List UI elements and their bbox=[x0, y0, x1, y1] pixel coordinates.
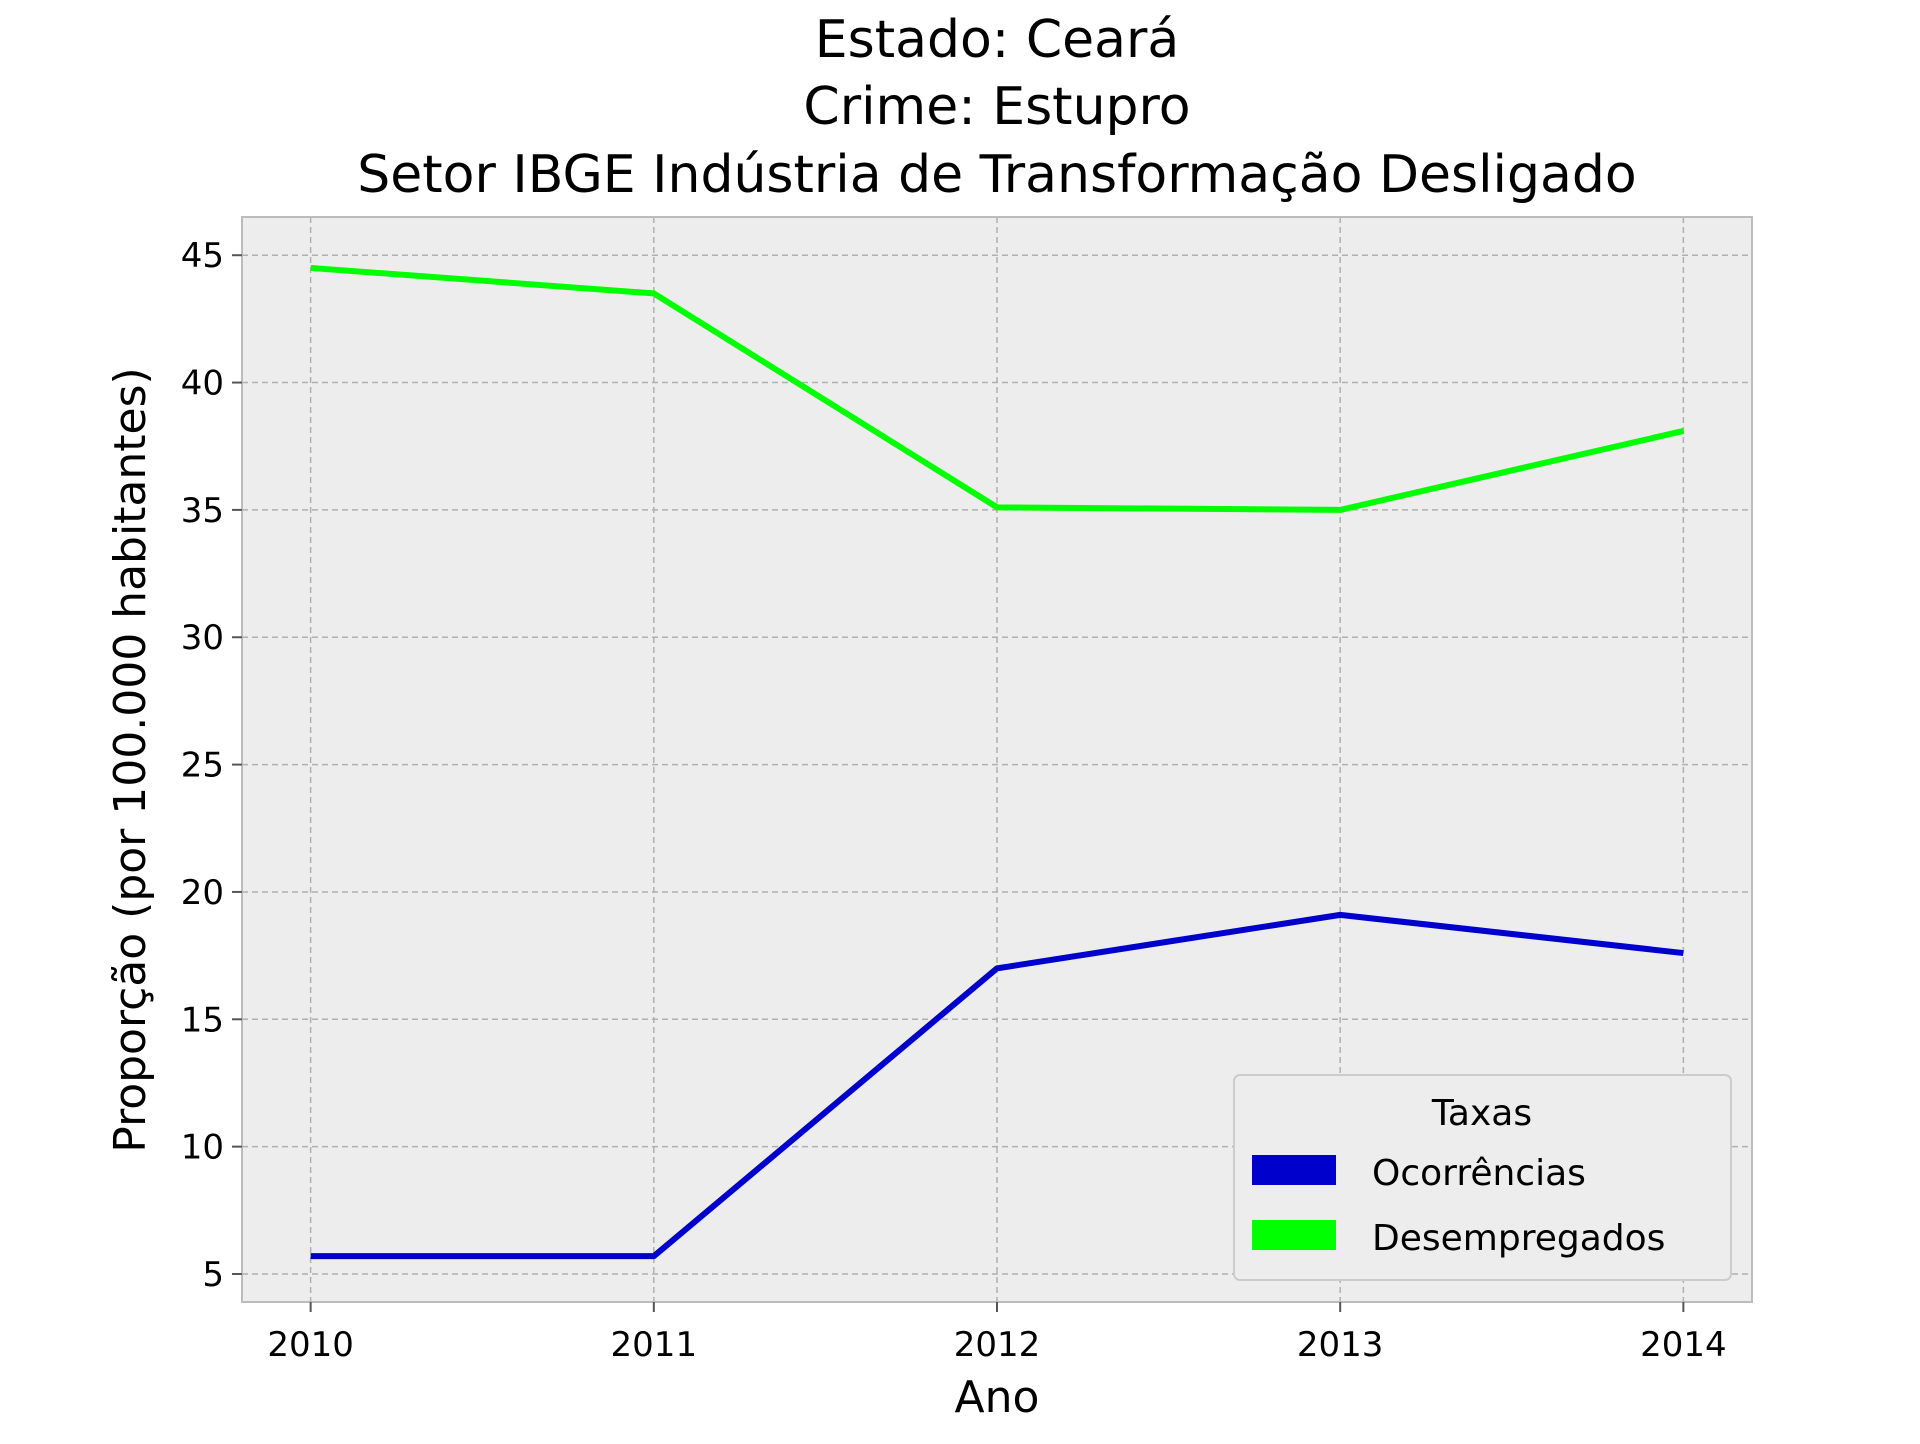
y-tick-label: 40 bbox=[181, 364, 224, 404]
y-tick-label: 10 bbox=[181, 1128, 224, 1168]
legend-title: Taxas bbox=[1431, 1093, 1532, 1134]
legend-swatch bbox=[1252, 1220, 1336, 1250]
legend-swatch bbox=[1252, 1155, 1336, 1185]
y-axis-label: Proporção (por 100.000 habitantes) bbox=[105, 367, 156, 1152]
y-tick-label: 45 bbox=[181, 236, 224, 276]
x-tick-label: 2014 bbox=[1640, 1325, 1727, 1365]
title-line-1: Estado: Ceará bbox=[815, 10, 1179, 70]
title-line-2: Crime: Estupro bbox=[803, 77, 1190, 137]
x-axis-ticks: 2010 2011 2012 2013 2014 bbox=[267, 1302, 1726, 1365]
x-tick-label: 2011 bbox=[611, 1325, 698, 1365]
x-tick-label: 2010 bbox=[267, 1325, 354, 1365]
x-axis-label: Ano bbox=[955, 1372, 1040, 1423]
x-tick-label: 2012 bbox=[954, 1325, 1041, 1365]
y-axis-ticks: 5 10 15 20 25 30 35 40 45 bbox=[181, 236, 242, 1295]
x-tick-label: 2013 bbox=[1297, 1325, 1384, 1365]
y-tick-label: 35 bbox=[181, 491, 224, 531]
y-tick-label: 5 bbox=[202, 1255, 224, 1295]
chart-title: Estado: Ceará Crime: Estupro Setor IBGE … bbox=[357, 10, 1636, 205]
y-tick-label: 20 bbox=[181, 873, 224, 913]
y-tick-label: 30 bbox=[181, 618, 224, 658]
y-tick-label: 25 bbox=[181, 746, 224, 786]
legend-label: Ocorrências bbox=[1372, 1153, 1586, 1194]
legend-label: Desempregados bbox=[1372, 1218, 1665, 1259]
legend: Taxas Ocorrências Desempregados bbox=[1234, 1075, 1731, 1280]
title-line-3: Setor IBGE Indústria de Transformação De… bbox=[357, 145, 1636, 205]
y-tick-label: 15 bbox=[181, 1000, 224, 1040]
